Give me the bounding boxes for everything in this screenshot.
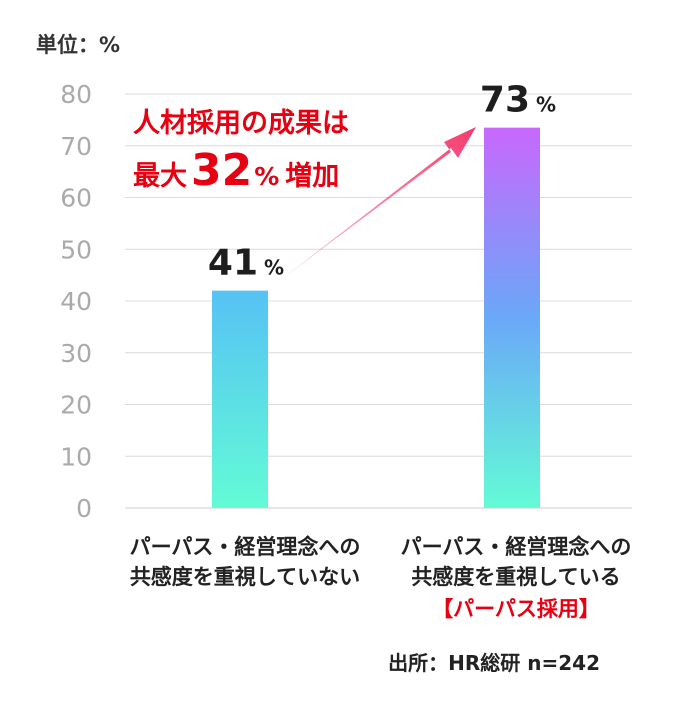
x-tick-label: パーパス・経営理念への [401,535,632,559]
annotation: 人材採用の成果は 最大32% 増加 [133,108,349,196]
y-tick-label: 80 [60,80,92,109]
data-label-value: 73 [480,80,530,121]
annotation-prefix: 最大 [133,161,187,192]
unit-label: 単位：% [36,33,120,57]
grid-lines [125,93,632,509]
data-label-unit: % [264,256,284,280]
annotation-line2: 最大32% 増加 [133,145,339,196]
x-tick-label: 共感度を重視していない [130,565,360,589]
annotation-number: 32 [191,145,252,196]
y-tick-label: 20 [60,391,92,420]
y-axis-ticks: 0 10 20 30 40 50 60 70 80 [60,80,92,523]
y-tick-label: 10 [60,442,92,471]
x-tick-label: 共感度を重視している [411,565,620,589]
x-tick-highlight: 【パーパス採用】 [432,597,600,621]
annotation-suffix: 増加 [285,160,339,192]
data-label-value: 41 [208,243,258,284]
annotation-percent: % [254,162,279,191]
annotation-line1: 人材採用の成果は [133,108,349,139]
y-tick-label: 50 [60,235,92,264]
y-tick-label: 0 [76,494,92,523]
x-tick-label: パーパス・経営理念への [130,535,361,559]
category-labels: パーパス・経営理念への共感度を重視していないパーパス・経営理念への共感度を重視し… [130,535,632,621]
bars [212,127,540,508]
bar [212,290,268,508]
bar [484,127,540,508]
source-note: 出所：HR総研 n=242 [388,651,600,675]
data-label: 73% [480,80,556,121]
y-tick-label: 70 [60,132,92,161]
data-label: 41% [208,243,284,284]
data-label-unit: % [536,93,556,117]
growth-arrow [278,127,476,282]
value-labels: 41 %73% [208,80,556,284]
y-tick-label: 40 [60,287,92,316]
y-tick-label: 60 [60,184,92,213]
y-tick-label: 30 [60,339,92,368]
